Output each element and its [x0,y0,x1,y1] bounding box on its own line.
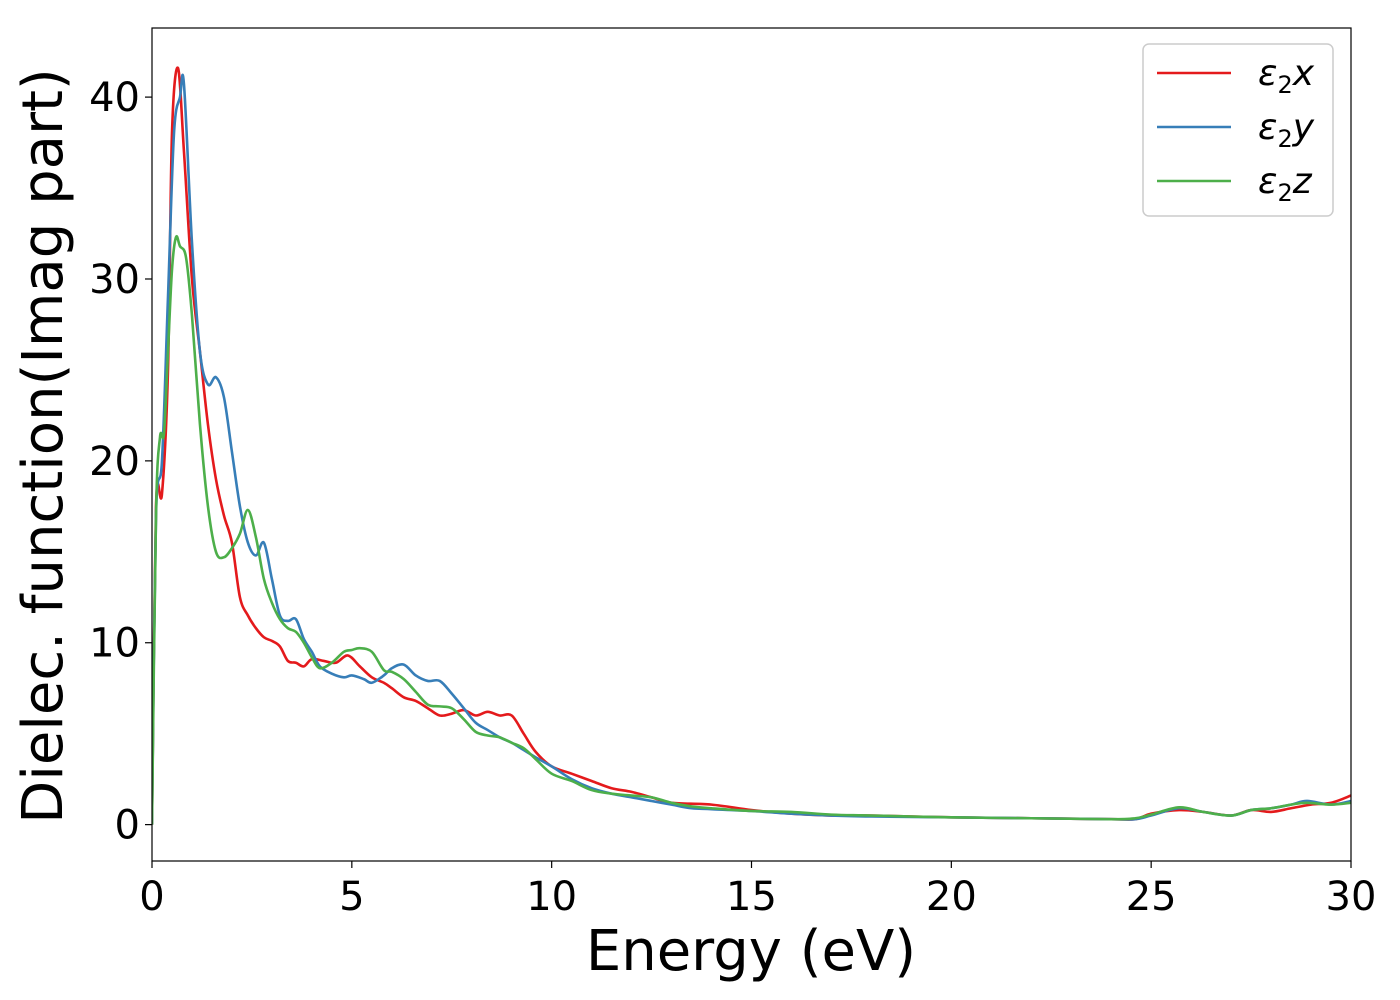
x-tick-label: 10 [526,874,577,920]
x-tick-label: 25 [1126,874,1177,920]
legend-box [1142,43,1334,217]
x-tick-label: 15 [726,874,777,920]
y-tick-label: 0 [115,803,140,849]
y-tick-label: 40 [89,75,140,121]
series-layer [152,66,1351,825]
legend-label-y: ε2y [1258,107,1315,153]
x-tick-label: 20 [926,874,977,920]
x-tick-label: 30 [1326,874,1377,920]
legend: ε2x ε2y ε2z [1142,43,1334,217]
legend-label-z: ε2z [1258,161,1313,207]
x-tick-label: 5 [339,874,364,920]
x-axis: 0 5 10 15 20 25 30 [139,861,1376,920]
y-tick-label: 20 [89,439,140,485]
y-tick-label: 30 [89,257,140,303]
x-tick-label: 0 [139,874,164,920]
y-tick-label: 10 [89,621,140,667]
x-axis-title: Energy (eV) [586,919,916,984]
legend-label-x: ε2x [1258,53,1315,99]
y-axis-title: Dielec. function(Imag part) [11,68,76,824]
y-axis: 0 10 20 30 40 [89,75,152,849]
series-line-z [152,234,1351,825]
